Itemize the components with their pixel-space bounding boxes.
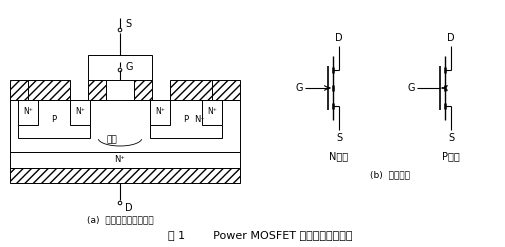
- Text: 沟道: 沟道: [107, 136, 117, 144]
- Text: N⁺: N⁺: [75, 106, 85, 116]
- Text: (b)  电气符号: (b) 电气符号: [369, 170, 409, 180]
- Text: 图 1        Power MOSFET 的结构和电气符号: 图 1 Power MOSFET 的结构和电气符号: [168, 230, 351, 240]
- Text: S: S: [125, 19, 131, 29]
- Bar: [10, 100, 239, 152]
- Text: S: S: [335, 133, 341, 143]
- Bar: [170, 80, 212, 100]
- Text: D: D: [125, 203, 132, 213]
- Text: G: G: [125, 62, 132, 72]
- Bar: [10, 152, 239, 168]
- Bar: [149, 100, 222, 138]
- Text: D: D: [334, 33, 342, 43]
- Bar: [134, 80, 152, 100]
- Bar: [10, 80, 28, 100]
- Text: D: D: [446, 33, 454, 43]
- Bar: [18, 100, 38, 125]
- Bar: [212, 80, 239, 100]
- Text: P: P: [183, 116, 188, 124]
- Bar: [28, 80, 70, 100]
- Text: N⁺: N⁺: [23, 106, 33, 116]
- Text: P: P: [52, 116, 57, 124]
- Bar: [18, 100, 90, 138]
- Bar: [88, 55, 152, 80]
- Text: (a)  内部结构剖面示意图: (a) 内部结构剖面示意图: [86, 215, 153, 225]
- Text: G: G: [407, 83, 414, 93]
- Bar: [88, 80, 106, 100]
- Text: N沟道: N沟道: [329, 151, 348, 161]
- Text: N⁺: N⁺: [155, 106, 165, 116]
- Text: N⁺: N⁺: [114, 156, 125, 165]
- Text: P沟道: P沟道: [441, 151, 459, 161]
- Text: N⁺: N⁺: [207, 106, 217, 116]
- Text: G: G: [294, 83, 302, 93]
- Bar: [201, 100, 222, 125]
- Bar: [10, 168, 239, 183]
- Bar: [149, 100, 170, 125]
- Text: N⁻: N⁻: [194, 116, 205, 124]
- Bar: [70, 100, 90, 125]
- Text: S: S: [447, 133, 453, 143]
